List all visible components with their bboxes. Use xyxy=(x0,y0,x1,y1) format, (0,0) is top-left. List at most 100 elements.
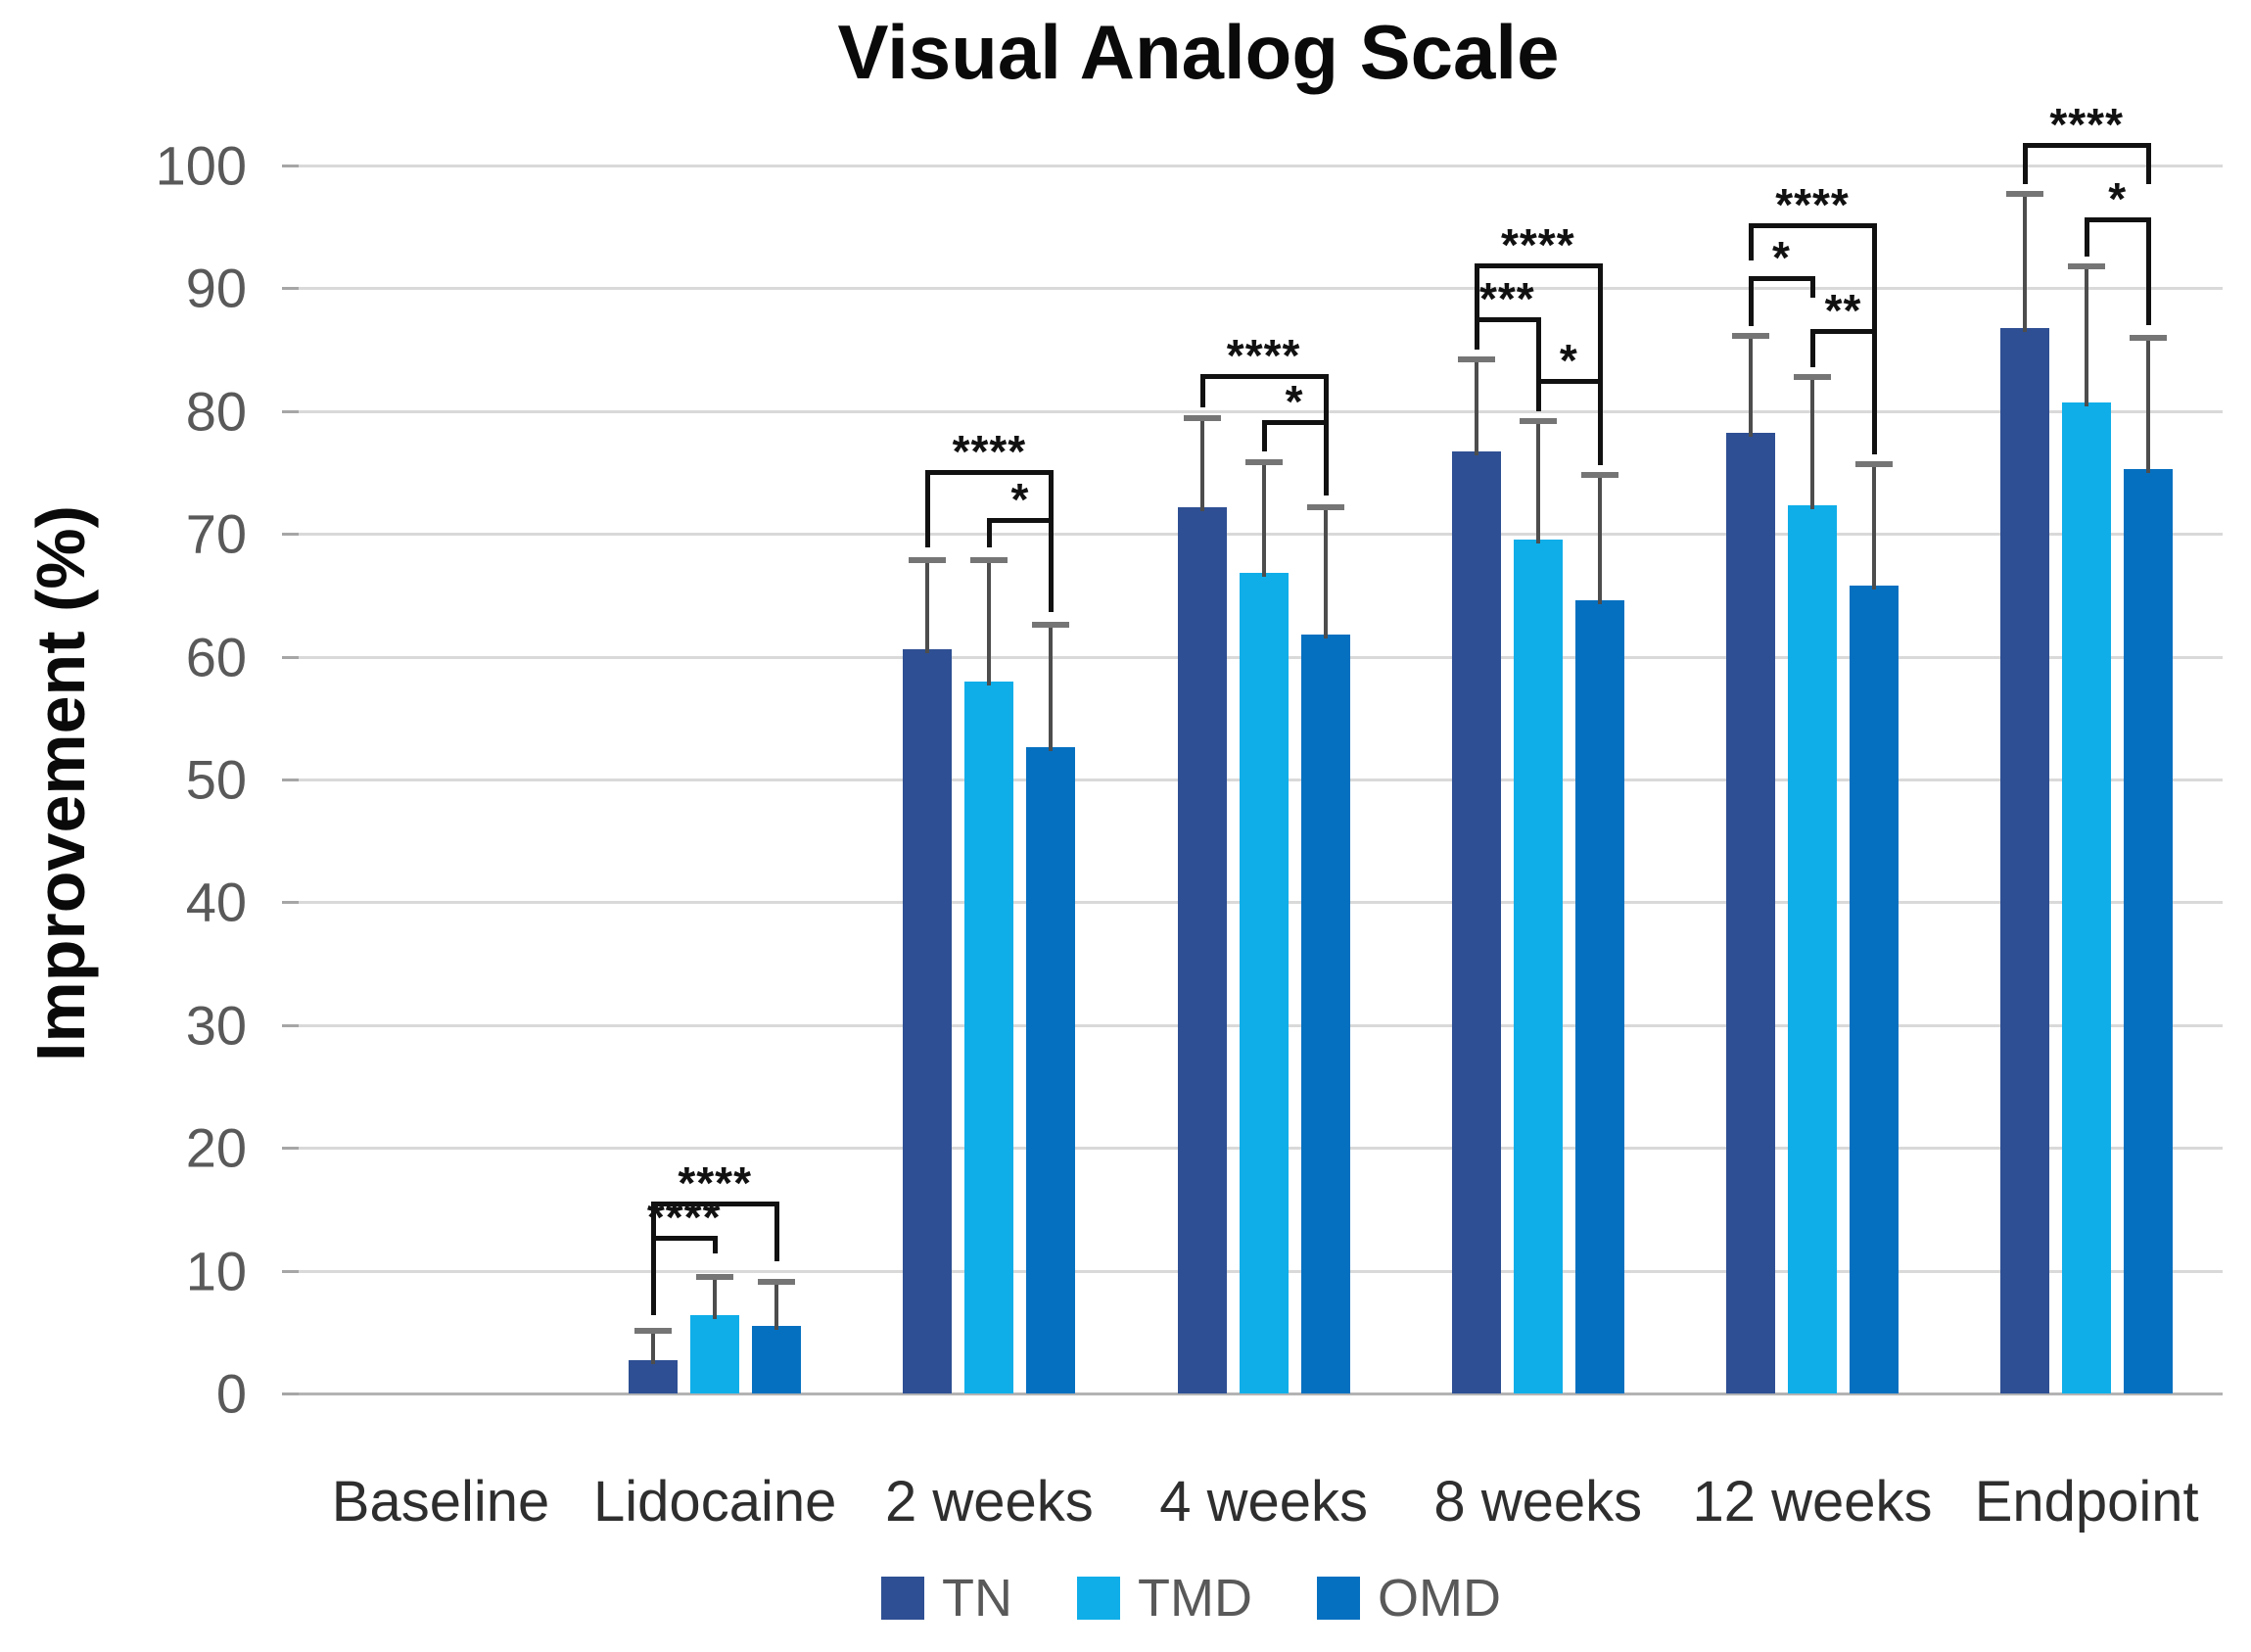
error-bar-cap xyxy=(2130,334,2168,341)
legend-item: TN xyxy=(881,1568,1012,1628)
bar-TN-8-weeks xyxy=(1451,451,1501,1393)
y-axis-tick-label: 80 xyxy=(185,380,247,443)
y-axis-tick xyxy=(282,655,299,659)
significance-label: **** xyxy=(1226,330,1301,382)
gridline xyxy=(299,287,2223,291)
error-bar-line xyxy=(1474,359,1478,456)
significance-label: **** xyxy=(1775,178,1850,230)
error-bar-line xyxy=(713,1276,718,1319)
legend-item: OMD xyxy=(1316,1568,1501,1628)
error-bar-cap xyxy=(1306,503,1344,510)
error-bar-line xyxy=(987,559,992,685)
bar-TMD-Endpoint xyxy=(2062,402,2112,1393)
bar-OMD-2-weeks xyxy=(1026,747,1076,1393)
bracket-leg-right xyxy=(1535,317,1541,411)
significance-bracket xyxy=(1749,222,1877,228)
bar-TMD-12-weeks xyxy=(1788,505,1837,1393)
significance-bracket xyxy=(2085,216,2152,222)
error-bar-line xyxy=(1535,420,1540,544)
x-axis-label: 2 weeks xyxy=(885,1470,1094,1534)
y-axis-tick xyxy=(282,165,299,167)
legend-swatch xyxy=(1076,1577,1120,1620)
bracket-leg-right xyxy=(774,1202,780,1261)
bracket-leg-left xyxy=(1810,328,1815,367)
error-bar-cap xyxy=(1519,417,1557,424)
error-bar-cap xyxy=(1580,472,1618,478)
bracket-leg-left xyxy=(2085,216,2090,257)
x-axis-label: 8 weeks xyxy=(1433,1470,1643,1534)
significance-label: ** xyxy=(1824,284,1862,336)
significance-label: *** xyxy=(1478,273,1535,325)
bar-OMD-Lidocaine xyxy=(752,1326,802,1393)
bar-TN-Lidocaine xyxy=(629,1360,679,1393)
significance-label: * xyxy=(1010,473,1030,525)
bracket-leg-right xyxy=(2146,216,2152,325)
error-bar-cap xyxy=(2006,190,2044,197)
x-axis-label: 12 weeks xyxy=(1692,1470,1933,1534)
significance-bracket xyxy=(1535,379,1603,385)
legend: TN TMD OMD xyxy=(881,1568,1501,1628)
bracket-leg-left xyxy=(2023,143,2029,184)
error-bar-line xyxy=(1810,376,1814,510)
x-axis-label: 4 weeks xyxy=(1159,1470,1368,1534)
bracket-leg-left xyxy=(1474,263,1479,334)
x-axis-line xyxy=(299,1392,2223,1395)
significance-bracket xyxy=(1199,374,1329,380)
error-bar-cap xyxy=(1183,415,1221,422)
bracket-leg-right xyxy=(1323,374,1329,486)
significance-label: **** xyxy=(2049,99,2124,151)
gridline xyxy=(299,533,2223,537)
significance-bracket xyxy=(651,1202,780,1207)
bracket-leg-left xyxy=(1749,275,1754,327)
bar-TMD-8-weeks xyxy=(1513,540,1563,1393)
bracket-leg-right xyxy=(713,1236,719,1254)
significance-bracket xyxy=(2023,143,2152,149)
y-axis-tick xyxy=(282,1023,299,1027)
significance-label: * xyxy=(1559,335,1578,387)
bar-TMD-2-weeks xyxy=(964,681,1014,1393)
y-axis-tick-label: 50 xyxy=(185,748,247,811)
error-bar-cap xyxy=(1032,621,1070,628)
error-bar-cap xyxy=(758,1278,796,1285)
chart-title: Visual Analog Scale xyxy=(837,9,1560,95)
bracket-leg-left xyxy=(987,517,993,547)
bracket-leg-left xyxy=(1199,374,1205,408)
legend-label: OMD xyxy=(1377,1569,1501,1628)
x-axis-label: Lidocaine xyxy=(593,1470,837,1534)
bar-TMD-4-weeks xyxy=(1239,573,1289,1393)
error-bar-cap xyxy=(909,556,947,563)
bracket-leg-right xyxy=(1810,275,1815,299)
bracket-leg-left xyxy=(1749,222,1754,260)
error-bar-line xyxy=(1597,475,1602,604)
error-bar-line xyxy=(1049,624,1054,752)
significance-label: * xyxy=(1772,231,1791,283)
error-bar-line xyxy=(1261,462,1266,578)
y-axis-tick-label: 60 xyxy=(185,626,247,688)
bracket-leg-right xyxy=(1049,469,1055,605)
bar-TN-12-weeks xyxy=(1726,433,1775,1393)
significance-label: **** xyxy=(678,1157,752,1209)
bar-OMD-Endpoint xyxy=(2124,468,2174,1393)
error-bar-cap xyxy=(696,1273,734,1280)
bracket-leg-right xyxy=(1872,222,1877,443)
error-bar-cap xyxy=(1457,356,1495,363)
y-axis-tick xyxy=(282,1392,299,1395)
y-axis-tick-label: 30 xyxy=(185,994,247,1057)
y-axis-tick-label: 10 xyxy=(185,1240,247,1302)
y-axis-tick xyxy=(282,1269,299,1273)
bar-OMD-4-weeks xyxy=(1300,635,1350,1393)
y-axis-tick xyxy=(282,409,299,413)
error-bar-cap xyxy=(1732,333,1769,340)
legend-swatch xyxy=(881,1577,924,1620)
gridline xyxy=(299,165,2223,167)
x-axis-label: Endpoint xyxy=(1974,1470,2199,1534)
significance-label: **** xyxy=(952,425,1027,477)
gridline xyxy=(299,409,2223,413)
bar-OMD-8-weeks xyxy=(1574,599,1624,1393)
bar-TN-4-weeks xyxy=(1177,506,1227,1393)
significance-bracket xyxy=(1261,419,1329,425)
bracket-leg-left xyxy=(1474,317,1479,351)
significance-label: * xyxy=(1285,375,1304,427)
error-bar-line xyxy=(2085,265,2089,406)
